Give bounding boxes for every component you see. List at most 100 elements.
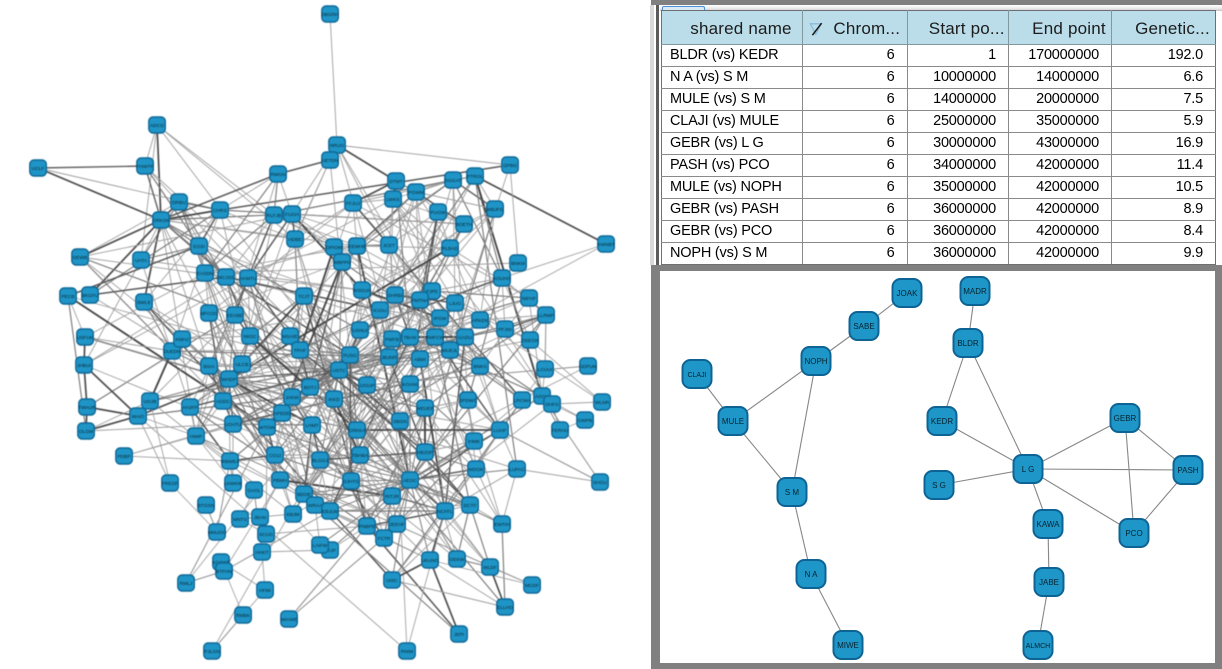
svg-text:MFCOO: MFCOO	[200, 311, 218, 317]
svg-text:GAOL: GAOL	[247, 488, 261, 494]
svg-text:SPDWC: SPDWC	[459, 398, 477, 404]
svg-text:DJHTG: DJHTG	[343, 479, 359, 485]
svg-text:UOJB: UOJB	[144, 399, 157, 405]
svg-text:JCET: JCET	[383, 243, 395, 249]
svg-text:AGDC: AGDC	[216, 399, 230, 405]
svg-text:WEUEP: WEUEP	[416, 406, 434, 412]
svg-text:SABE: SABE	[853, 322, 874, 331]
svg-text:DBGRH: DBGRH	[321, 12, 339, 18]
svg-text:UOATU: UOATU	[225, 422, 242, 428]
svg-text:USTC: USTC	[332, 368, 346, 374]
svg-text:BOETH: BOETH	[456, 222, 473, 228]
svg-text:UCLF: UCLF	[32, 166, 45, 172]
svg-text:OHFG: OHFG	[545, 402, 559, 408]
svg-text:ARKEK: ARKEK	[472, 318, 489, 324]
svg-text:HWIP: HWIP	[190, 434, 203, 440]
svg-text:RMBK: RMBK	[236, 613, 251, 619]
svg-text:PJPE: PJPE	[426, 289, 438, 295]
svg-text:FREGF: FREGF	[162, 481, 178, 487]
svg-text:WBPPN: WBPPN	[333, 260, 351, 266]
svg-text:ELLHO: ELLHO	[497, 605, 513, 611]
svg-text:MNTS: MNTS	[233, 517, 247, 523]
svg-text:HFMI: HFMI	[259, 588, 271, 594]
svg-text:RITJR: RITJR	[385, 494, 399, 500]
svg-text:ADCG: ADCG	[150, 123, 164, 129]
svg-text:JABE: JABE	[1039, 578, 1059, 587]
svg-text:FFJUJ: FFJUJ	[346, 201, 361, 207]
svg-text:GRKKA: GRKKA	[349, 428, 367, 434]
svg-text:MIWE: MIWE	[837, 641, 859, 650]
svg-text:DRBU: DRBU	[172, 200, 186, 206]
svg-text:NCFFL: NCFFL	[437, 509, 453, 515]
svg-text:EGSI: EGSI	[193, 244, 204, 250]
svg-text:JBAN: JBAN	[254, 515, 267, 521]
svg-text:PGWM: PGWM	[408, 190, 423, 196]
svg-text:KMHJ: KMHJ	[175, 337, 189, 343]
svg-text:NIFHF: NIFHF	[522, 296, 536, 302]
svg-text:LAIFW: LAIFW	[313, 543, 328, 549]
svg-text:EEABE: EEABE	[227, 313, 243, 319]
svg-text:HAMTU: HAMTU	[239, 276, 257, 282]
svg-text:LRCMA: LRCMA	[514, 398, 532, 404]
svg-text:BTGSN: BTGSN	[198, 503, 215, 509]
svg-text:PBMH: PBMH	[273, 478, 287, 484]
svg-text:JHBUI: JHBUI	[77, 363, 91, 369]
svg-text:LWKS: LWKS	[386, 197, 399, 203]
svg-text:SGGAT: SGGAT	[445, 178, 462, 184]
svg-text:ABMI: ABMI	[414, 357, 426, 363]
svg-text:BDOE: BDOE	[297, 492, 311, 498]
svg-text:S G: S G	[932, 481, 946, 490]
svg-text:OSEGN: OSEGN	[521, 338, 539, 344]
svg-text:S M: S M	[785, 488, 800, 497]
svg-text:USNUI: USNUI	[353, 328, 368, 334]
svg-text:PJLGN: PJLGN	[204, 649, 220, 655]
svg-text:BLDR: BLDR	[957, 339, 979, 348]
svg-text:JEEHF: JEEHF	[389, 522, 404, 528]
svg-text:KAWA: KAWA	[1037, 520, 1061, 529]
svg-text:EASDN: EASDN	[197, 271, 214, 277]
svg-text:OEKW: OEKW	[450, 557, 465, 563]
svg-text:AEOC: AEOC	[403, 478, 417, 484]
svg-text:WSGUH: WSGUH	[353, 288, 372, 294]
svg-text:RLFJB: RLFJB	[267, 213, 282, 219]
svg-text:WLNR: WLNR	[595, 400, 610, 406]
svg-text:PASH: PASH	[1177, 466, 1198, 475]
svg-text:JEPI: JEPI	[454, 632, 464, 638]
svg-text:RMGN: RMGN	[271, 172, 286, 178]
svg-text:WDOK: WDOK	[469, 467, 485, 473]
svg-text:KWNBT: KWNBT	[597, 242, 614, 248]
svg-text:LUPAC: LUPAC	[509, 467, 525, 473]
svg-text:LJUG: LJUG	[449, 301, 462, 307]
svg-text:EEMHB: EEMHB	[348, 244, 365, 250]
svg-text:LCUUI: LCUUI	[538, 367, 552, 373]
svg-text:WRAA: WRAA	[308, 503, 323, 509]
svg-text:DCTF: DCTF	[464, 503, 477, 509]
svg-text:EWTIH: EWTIH	[494, 522, 510, 528]
svg-text:RNIM: RNIM	[401, 649, 413, 655]
svg-text:WBJFG: WBJFG	[487, 207, 504, 213]
svg-text:MAIO: MAIO	[132, 414, 145, 420]
svg-text:ULCB: ULCB	[236, 362, 249, 368]
svg-text:PUSG: PUSG	[343, 353, 357, 359]
svg-text:UISC: UISC	[386, 578, 398, 584]
svg-text:SCUG: SCUG	[259, 532, 273, 538]
svg-text:CLAJI: CLAJI	[687, 372, 706, 379]
svg-text:GWPB: GWPB	[578, 418, 593, 424]
svg-text:OUEDN: OUEDN	[163, 349, 181, 355]
svg-text:KBJM: KBJM	[287, 512, 300, 518]
svg-text:PTROL: PTROL	[467, 174, 483, 180]
svg-text:ICIGU: ICIGU	[373, 308, 387, 314]
svg-text:PCO: PCO	[1125, 529, 1142, 538]
svg-text:NOPH: NOPH	[804, 357, 827, 366]
svg-text:RLBAD: RLBAD	[442, 246, 459, 252]
svg-text:ALMCH: ALMCH	[1026, 643, 1051, 650]
svg-text:OLGM: OLGM	[79, 429, 93, 435]
svg-text:KOANI: KOANI	[403, 382, 418, 388]
svg-text:USFUK: USFUK	[77, 335, 94, 341]
svg-text:LLRMP: LLRMP	[538, 313, 554, 319]
svg-text:MSAIE: MSAIE	[283, 334, 298, 340]
svg-text:FHWTP: FHWTP	[136, 164, 153, 170]
svg-text:WHDP: WHDP	[222, 377, 237, 383]
svg-text:GDPUM: GDPUM	[579, 364, 597, 370]
svg-text:WLDF: WLDF	[483, 565, 497, 571]
